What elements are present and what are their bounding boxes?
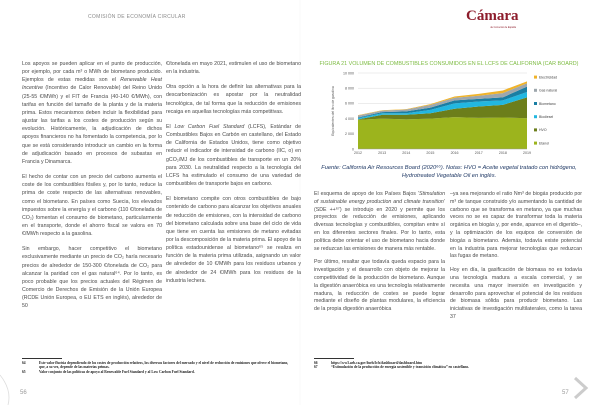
area-hvo (358, 97, 527, 120)
text-span: El biometano compite con otros combustib… (166, 196, 301, 284)
text-span: El hecho de contar con un precio del car… (22, 174, 162, 238)
area-etanol (358, 117, 527, 149)
x-tick-label: 2015 (426, 151, 434, 155)
legend-swatch (534, 115, 537, 119)
x-tick-label: 2018 (499, 151, 507, 155)
section-header: COMISIÓN DE ECONOMÍA CIRCULAR (88, 14, 186, 20)
italic-term: Renewable Heat Incentive (22, 77, 162, 92)
x-tick-label: 2013 (378, 151, 386, 155)
y-tick-label: 0 (352, 147, 354, 151)
italic-term: Stimulation of sustainable energy produc… (314, 191, 445, 205)
legend-swatch (534, 88, 537, 92)
footnote: 64 Este valor fluctúa dependiendo de los … (22, 361, 292, 370)
y-tick-label: 8 000 (345, 87, 354, 91)
text-span: (LCFS), Estándar de Combustibles Bajos e… (166, 123, 301, 188)
paragraph: El biometano compite con otros combustib… (166, 195, 301, 285)
footnote-divider (314, 358, 354, 359)
paragraph: €/tonelada en mayo 2021, estimulen el us… (166, 60, 301, 76)
logo-subtitle: de Comercio de España (490, 26, 516, 29)
legend-swatch (534, 102, 537, 105)
legend-swatch (534, 141, 537, 145)
footnote-text: “Estimulación de la producción de energí… (331, 365, 470, 370)
text-span: (Incentivo de Calor Renovable) del Reino… (22, 85, 162, 165)
page-number-left: 56 (20, 390, 27, 396)
x-tick-label: 2014 (402, 151, 410, 155)
text-span: Hoy en día, la gasificación de biomasa n… (450, 267, 582, 320)
footnotes-left: 64 Este valor fluctúa dependiendo de los … (22, 361, 292, 374)
paragraph: Por último, resaltar que todavía queda e… (314, 259, 445, 314)
paragraph: Hoy en día, la gasificación de biomasa n… (450, 267, 582, 322)
text-span: El (166, 123, 175, 130)
stacked-area-chart: 0 2 000 4 000 6 000 8 000 10 000 Equivalentes … (331, 71, 557, 155)
page-number-right: 57 (562, 390, 569, 396)
text-span: ’ (SDE ++⁶⁷) se introdujo en 2020 y perm… (314, 198, 445, 252)
x-tick-label: 2019 (523, 151, 531, 155)
y-tick-label: 4 000 (345, 117, 354, 121)
paragraph: Los apoyos se pueden aplicar en el punto… (22, 60, 162, 166)
footnote-number: 65 (22, 369, 26, 374)
legend-label: Etanol (539, 141, 549, 145)
text-span: Por último, resaltar que todavía queda e… (314, 259, 445, 313)
text-span: El esquema de apoyo de los Países Bajos … (314, 191, 420, 197)
legend-label: Biometano (539, 102, 556, 106)
legend-label: HVO (539, 128, 547, 132)
text-span: Otra opción a la hora de definir las alt… (166, 84, 301, 115)
text-span: Sin embargo, hacer competitivo el biomet… (22, 246, 162, 310)
right-column-1: El esquema de apoyo de los Países Bajos … (314, 191, 445, 320)
footnote: 67 “Estimulación de la producción de ener… (314, 365, 584, 369)
footnote-number: 64 (22, 361, 26, 365)
figure-title: FIGURA 21 VOLUMEN DE COMBUSTIBLES CONSUM… (319, 61, 579, 67)
footnote-divider (22, 358, 62, 359)
legend-label: Gas natural (539, 89, 557, 93)
footnote: 66 https://ww3.arb.ca.gov/fuels/lcfs/dash… (314, 361, 584, 365)
y-tick-label: 10 000 (343, 71, 354, 75)
camara-logo: Cámara de Comercio de España (466, 7, 519, 33)
text-span: €/tonelada en mayo 2021, estimulen el us… (166, 61, 301, 76)
legend-label: Electricidad (539, 75, 557, 79)
legend-swatch (534, 75, 537, 79)
left-column-2: €/tonelada en mayo 2021, estimulen el us… (166, 60, 301, 292)
footnote: 65 Valor conjunto de las políticas de apo… (22, 370, 292, 374)
x-tick-label: 2016 (451, 151, 459, 155)
left-column-1: Los apoyos se pueden aplicar en el punto… (22, 60, 162, 318)
paragraph: –ya sea mejorando el ratio Nm³ de biogás… (450, 191, 582, 261)
paragraph: El Low Carbon Fuel Standard (LCFS), Está… (166, 123, 301, 188)
paragraph: Otra opción a la hora de definir las alt… (166, 83, 301, 116)
footnote-text: Valor conjunto de las políticas de apoyo… (39, 369, 195, 374)
figure-source: Fuente: California Air Resources Board (… (321, 165, 577, 179)
x-tick-label: 2012 (354, 151, 362, 155)
next-chevron-icon (573, 376, 589, 400)
y-tick-label: 6 000 (345, 102, 354, 106)
footnotes-right: 66 https://ww3.arb.ca.gov/fuels/lcfs/dash… (314, 361, 584, 370)
footnote-text[interactable]: https://ww3.arb.ca.gov/fuels/lcfs/dashbo… (331, 361, 423, 365)
y-axis-label: Equivalentes del litro de gasolina (331, 86, 335, 136)
x-tick-label: 2017 (475, 151, 483, 155)
legend-swatch (534, 128, 537, 132)
legend-label: Biodiesel (539, 115, 553, 119)
paragraph: Sin embargo, hacer competitivo el biomet… (22, 245, 162, 310)
footnote-number: 67 (314, 365, 318, 370)
text-span: Los apoyos se pueden aplicar en el punto… (22, 61, 162, 84)
y-tick-label: 2 000 (345, 132, 354, 136)
paragraph: El esquema de apoyo de los Países Bajos … (314, 191, 445, 253)
logo-word: Cámara (466, 8, 519, 24)
footnote-number: 66 (314, 361, 318, 365)
paragraph: El hecho de contar con un precio del car… (22, 173, 162, 238)
footnote-text: Este valor fluctúa dependiendo de los co… (39, 361, 289, 370)
text-span: –ya sea mejorando el ratio Nm³ de biogás… (450, 191, 582, 260)
right-column-2: –ya sea mejorando el ratio Nm³ de biogás… (450, 191, 582, 328)
italic-term: Low Carbon Fuel Standard (174, 123, 245, 130)
